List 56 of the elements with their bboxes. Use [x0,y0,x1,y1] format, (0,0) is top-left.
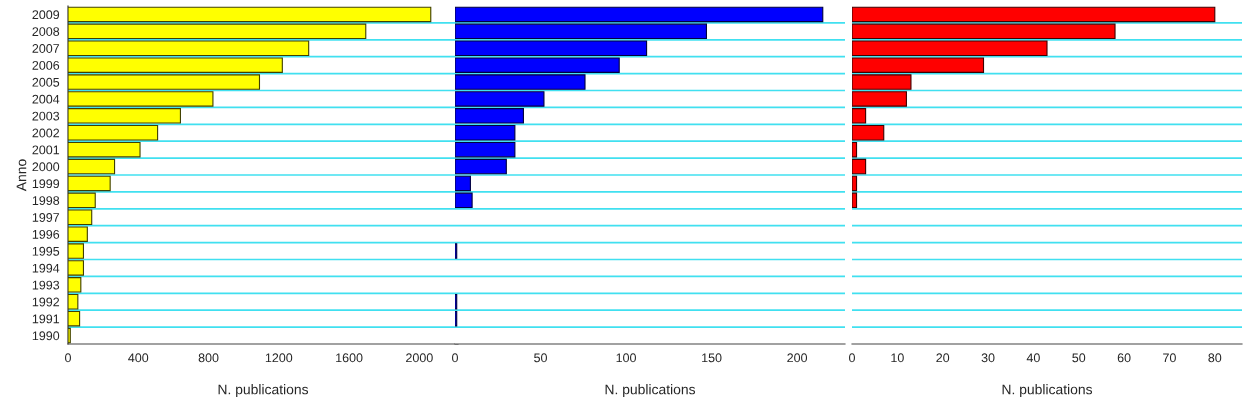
x-tick-label: 60 [1117,353,1131,363]
y-tick-label: 2009 [32,10,60,20]
x-tick-label: 50 [534,353,547,363]
y-tick-label: 1999 [32,179,60,189]
bar [68,327,71,344]
bar [852,158,867,175]
y-tick-label: 2006 [32,60,60,70]
x-tick-label: 20 [936,353,950,363]
y-tick-label: 1992 [32,297,60,307]
y-tick-label: 2001 [32,145,60,155]
bar [852,175,858,192]
x-tick-label: 0 [65,353,71,363]
y-tick-label: 1995 [32,246,60,256]
x-tick-label: 0 [849,353,855,363]
bar [455,6,824,23]
bar [455,175,471,192]
x-tick-label: 200 [787,353,808,363]
y-tick-label: 1996 [32,229,60,239]
x-tick-label: 2000 [406,353,433,363]
x-axis-title: N. publications [1002,384,1093,398]
y-tick-label: 2005 [32,77,60,87]
y-tick-label: 1991 [32,314,60,324]
y-tick-label: 1998 [32,196,60,205]
y-tick-label: 1997 [32,213,60,222]
y-tick-label: 2008 [32,27,60,36]
x-tick-label: 10 [891,353,904,363]
bar [852,192,858,209]
y-tick-label: 2007 [32,44,60,53]
y-tick-label: 2004 [32,94,60,104]
y-tick-label: 2003 [32,111,60,121]
y-tick-label: 1993 [32,280,60,290]
x-axis-title: N. publications [605,384,696,398]
x-tick-label: 800 [198,353,219,363]
bar [68,175,111,192]
x-tick-label: 50 [1072,353,1086,363]
x-tick-label: 40 [1026,353,1040,363]
x-tick-label: 70 [1163,353,1176,363]
bar [68,6,432,23]
x-tick-label: 1600 [336,353,363,363]
y-tick-label: 1990 [32,331,60,341]
y-axis-title: Anno [16,159,27,192]
x-tick-label: 0 [452,353,458,363]
x-axis-title: N. publications [218,384,309,398]
bar [455,158,507,175]
y-tick-label: 2000 [32,162,60,172]
bar [455,192,473,209]
x-tick-label: 80 [1208,353,1222,363]
y-tick-label: 2002 [32,128,60,138]
x-tick-label: 150 [702,353,722,363]
y-tick-label: 1994 [32,263,60,273]
bar [68,158,116,175]
x-tick-label: 100 [616,353,636,363]
x-tick-label: 30 [981,353,995,363]
x-tick-label: 1200 [265,353,293,363]
x-tick-label: 400 [128,353,149,363]
bar [852,6,1216,23]
